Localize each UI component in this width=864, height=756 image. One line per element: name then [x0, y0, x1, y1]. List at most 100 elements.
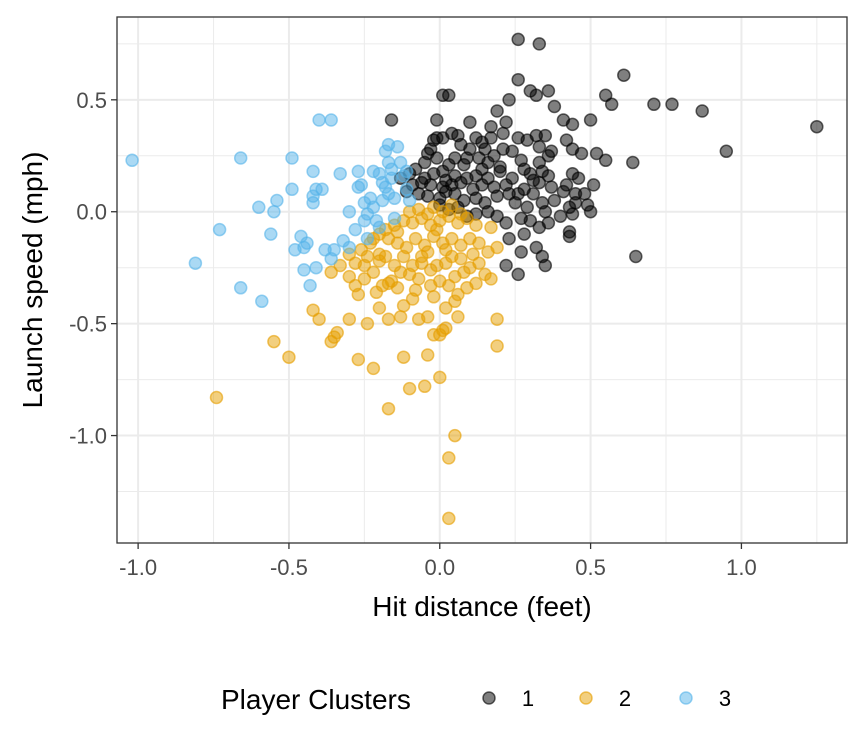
data-point: [557, 114, 569, 126]
data-point: [585, 114, 597, 126]
data-point: [404, 383, 416, 395]
data-point: [404, 195, 416, 207]
data-point: [512, 188, 524, 200]
data-point: [389, 212, 401, 224]
data-point: [515, 212, 527, 224]
data-point: [422, 349, 434, 361]
legend-label: 3: [719, 686, 731, 711]
data-point: [567, 143, 579, 155]
data-point: [392, 141, 404, 153]
data-point: [401, 183, 413, 195]
data-point: [425, 280, 437, 292]
data-point: [434, 371, 446, 383]
data-point: [298, 264, 310, 276]
data-point: [545, 181, 557, 193]
data-point: [452, 289, 464, 301]
data-point: [606, 98, 618, 110]
data-point: [383, 277, 395, 289]
data-point: [419, 380, 431, 392]
data-point: [286, 183, 298, 195]
data-point: [349, 224, 361, 236]
data-point: [268, 336, 280, 348]
data-point: [395, 266, 407, 278]
data-point: [518, 228, 530, 240]
data-point: [542, 85, 554, 97]
data-point: [283, 351, 295, 363]
data-point: [343, 242, 355, 254]
data-point: [627, 157, 639, 169]
data-point: [343, 313, 355, 325]
data-point: [455, 253, 467, 265]
data-point: [491, 105, 503, 117]
legend-key: [580, 692, 592, 704]
data-point: [527, 174, 539, 186]
data-point: [533, 38, 545, 50]
data-point: [591, 148, 603, 160]
data-point: [500, 260, 512, 272]
data-point: [310, 262, 322, 274]
data-point: [416, 251, 428, 263]
data-point: [479, 143, 491, 155]
data-point: [491, 313, 503, 325]
data-point: [521, 201, 533, 213]
data-point: [383, 403, 395, 415]
data-point: [554, 210, 566, 222]
data-point: [383, 313, 395, 325]
legend-label: 2: [619, 686, 631, 711]
data-point: [455, 139, 467, 151]
data-point: [367, 362, 379, 374]
data-point: [265, 228, 277, 240]
data-point: [443, 512, 455, 524]
data-point: [373, 221, 385, 233]
data-point: [666, 98, 678, 110]
data-point: [485, 132, 497, 144]
data-point: [398, 351, 410, 363]
data-point: [539, 130, 551, 142]
data-point: [352, 354, 364, 366]
data-point: [307, 165, 319, 177]
legend-title: Player Clusters: [221, 684, 411, 715]
data-point: [401, 165, 413, 177]
data-point: [585, 206, 597, 218]
data-point: [542, 217, 554, 229]
data-point: [500, 116, 512, 128]
data-point: [214, 224, 226, 236]
data-point: [524, 85, 536, 97]
data-point: [515, 246, 527, 258]
data-point: [446, 199, 458, 211]
legend-key: [680, 692, 692, 704]
legend-key: [483, 692, 495, 704]
x-tick-label: -1.0: [119, 555, 157, 580]
data-point: [331, 327, 343, 339]
data-point: [440, 174, 452, 186]
data-point: [443, 89, 455, 101]
data-point: [570, 197, 582, 209]
data-point: [328, 244, 340, 256]
data-point: [485, 121, 497, 133]
legend-label: 1: [522, 686, 534, 711]
y-tick-label: -0.5: [69, 312, 107, 337]
data-point: [491, 190, 503, 202]
data-point: [630, 251, 642, 263]
data-point: [325, 114, 337, 126]
data-point: [189, 257, 201, 269]
data-point: [386, 172, 398, 184]
data-point: [313, 114, 325, 126]
data-point: [500, 179, 512, 191]
x-tick-label: -0.5: [270, 555, 308, 580]
data-point: [458, 266, 470, 278]
data-point: [301, 237, 313, 249]
data-point: [410, 284, 422, 296]
data-point: [425, 143, 437, 155]
data-point: [494, 161, 506, 173]
x-tick-label: 0.5: [575, 555, 606, 580]
data-point: [545, 145, 557, 157]
data-point: [548, 195, 560, 207]
data-point: [307, 197, 319, 209]
data-point: [485, 221, 497, 233]
data-point: [343, 206, 355, 218]
x-axis-title: Hit distance (feet): [372, 591, 591, 622]
data-point: [512, 268, 524, 280]
data-point: [440, 302, 452, 314]
